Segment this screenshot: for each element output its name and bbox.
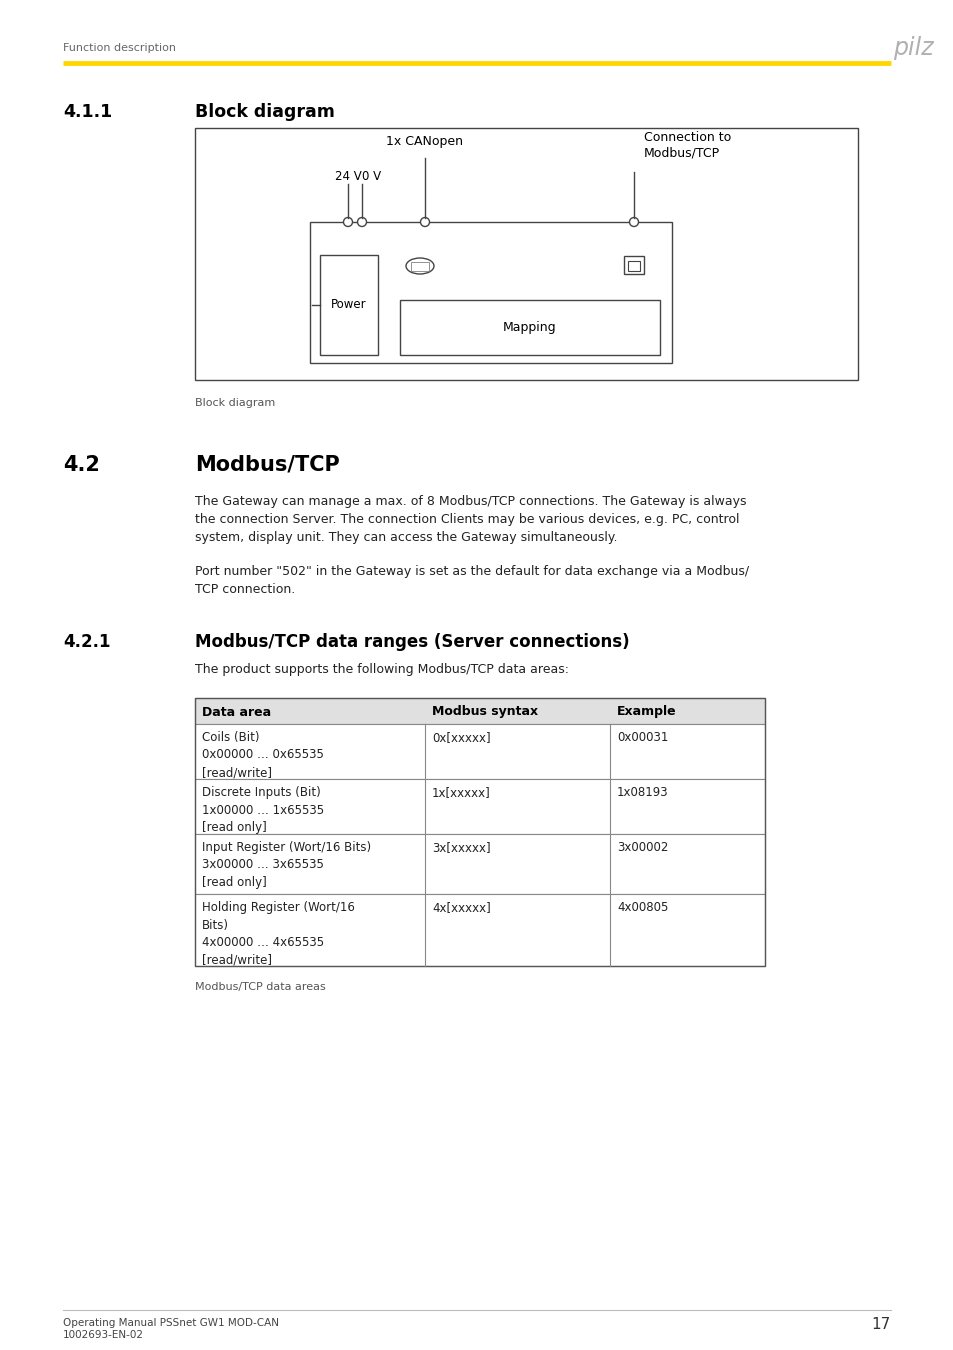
Bar: [194, 724, 764, 779]
Text: system, display unit. They can access the Gateway simultaneously.: system, display unit. They can access th…: [194, 531, 617, 544]
Text: 4x[xxxxx]: 4x[xxxxx]: [432, 900, 490, 914]
Bar: [194, 779, 764, 834]
Text: 3x00002: 3x00002: [617, 841, 668, 855]
Text: The Gateway can manage a max. of 8 Modbus/TCP connections. The Gateway is always: The Gateway can manage a max. of 8 Modbu…: [194, 495, 745, 508]
Text: 4.2: 4.2: [63, 455, 100, 475]
Text: 0x00031: 0x00031: [617, 730, 668, 744]
Text: 1002693-EN-02: 1002693-EN-02: [63, 1330, 144, 1341]
Text: 24 V: 24 V: [335, 170, 361, 184]
Text: 4.1.1: 4.1.1: [63, 103, 112, 122]
Text: 17: 17: [871, 1318, 890, 1332]
Bar: [194, 698, 764, 967]
Text: Modbus/TCP: Modbus/TCP: [194, 455, 339, 475]
Text: 4x00805: 4x00805: [617, 900, 668, 914]
Bar: [310, 221, 671, 363]
Text: Connection to
Modbus/TCP: Connection to Modbus/TCP: [643, 131, 731, 161]
Text: Mapping: Mapping: [502, 321, 557, 333]
Text: Modbus/TCP data ranges (Server connections): Modbus/TCP data ranges (Server connectio…: [194, 633, 629, 651]
Text: pilz: pilz: [892, 36, 933, 59]
Circle shape: [357, 217, 366, 227]
Bar: [319, 255, 377, 355]
Text: 4.2.1: 4.2.1: [63, 633, 111, 651]
Text: Block diagram: Block diagram: [194, 103, 335, 122]
Bar: [623, 256, 643, 274]
Bar: [399, 300, 659, 355]
Text: Coils (Bit)
0x00000 … 0x65535
[read/write]: Coils (Bit) 0x00000 … 0x65535 [read/writ…: [202, 730, 323, 779]
Text: 1x CANopen: 1x CANopen: [386, 135, 463, 148]
Circle shape: [629, 217, 638, 227]
Text: The product supports the following Modbus/TCP data areas:: The product supports the following Modbu…: [194, 663, 568, 676]
Text: Modbus/TCP data areas: Modbus/TCP data areas: [194, 981, 325, 992]
Text: Input Register (Wort/16 Bits)
3x00000 … 3x65535
[read only]: Input Register (Wort/16 Bits) 3x00000 … …: [202, 841, 371, 890]
Text: Holding Register (Wort/16
Bits)
4x00000 … 4x65535
[read/write]: Holding Register (Wort/16 Bits) 4x00000 …: [202, 900, 355, 967]
Bar: [194, 128, 857, 379]
Text: Function description: Function description: [63, 43, 175, 53]
Text: Operating Manual PSSnet GW1 MOD-CAN: Operating Manual PSSnet GW1 MOD-CAN: [63, 1318, 278, 1328]
Text: Block diagram: Block diagram: [194, 398, 275, 408]
Text: Example: Example: [617, 706, 676, 718]
Text: Modbus syntax: Modbus syntax: [432, 706, 537, 718]
Text: 3x[xxxxx]: 3x[xxxxx]: [432, 841, 490, 855]
Text: Data area: Data area: [202, 706, 271, 718]
Text: Discrete Inputs (Bit)
1x00000 … 1x65535
[read only]: Discrete Inputs (Bit) 1x00000 … 1x65535 …: [202, 786, 324, 834]
Bar: [194, 834, 764, 894]
Bar: [411, 262, 429, 271]
Text: the connection Server. The connection Clients may be various devices, e.g. PC, c: the connection Server. The connection Cl…: [194, 513, 739, 526]
Text: 0x[xxxxx]: 0x[xxxxx]: [432, 730, 490, 744]
Text: Port number "502" in the Gateway is set as the default for data exchange via a M: Port number "502" in the Gateway is set …: [194, 566, 748, 578]
Text: 1x08193: 1x08193: [617, 786, 668, 799]
Circle shape: [420, 217, 429, 227]
Text: Power: Power: [331, 298, 366, 312]
Text: 1x[xxxxx]: 1x[xxxxx]: [432, 786, 490, 799]
Circle shape: [343, 217, 352, 227]
Bar: [627, 261, 639, 271]
Bar: [194, 698, 764, 724]
Text: TCP connection.: TCP connection.: [194, 583, 294, 595]
Bar: [194, 894, 764, 967]
Text: 0 V: 0 V: [361, 170, 381, 184]
Ellipse shape: [406, 258, 434, 274]
